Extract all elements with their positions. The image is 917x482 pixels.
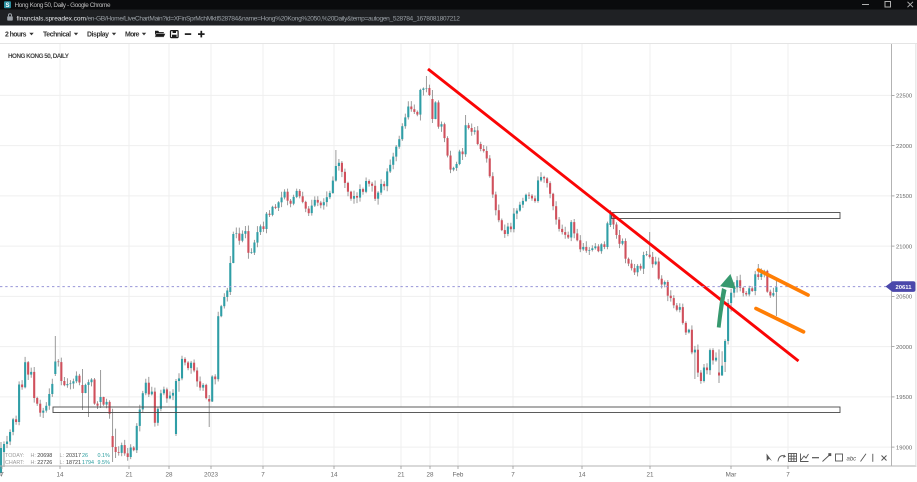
svg-text:20698: 20698 [37, 453, 52, 459]
svg-text:22726: 22726 [37, 460, 52, 466]
svg-text:18721: 18721 [66, 460, 81, 466]
svg-text:Mar: Mar [726, 472, 737, 479]
svg-text:H:: H: [31, 460, 36, 466]
svg-text:19000: 19000 [896, 445, 912, 451]
svg-text:CHART:: CHART: [5, 460, 24, 466]
svg-text:financials.spreadex.com/en-GB/: financials.spreadex.com/en-GB/Home/LiveC… [17, 15, 461, 22]
svg-text:2 hours: 2 hours [5, 32, 27, 39]
svg-text:1794: 1794 [82, 460, 94, 466]
svg-text:21500: 21500 [896, 194, 912, 200]
svg-text:26: 26 [82, 453, 88, 459]
svg-text:7: 7 [0, 472, 4, 479]
svg-text:7: 7 [786, 472, 790, 479]
svg-text:Technical: Technical [43, 32, 71, 39]
svg-text:7: 7 [261, 472, 265, 479]
svg-text:21: 21 [397, 472, 405, 479]
svg-text:20000: 20000 [896, 345, 912, 351]
svg-text:28: 28 [165, 472, 173, 479]
svg-text:Feb: Feb [453, 472, 464, 479]
svg-text:14: 14 [330, 472, 338, 479]
svg-text:21: 21 [125, 472, 133, 479]
svg-text:14: 14 [56, 472, 64, 479]
svg-text:19500: 19500 [896, 395, 912, 401]
svg-text:9.5%: 9.5% [98, 460, 110, 466]
svg-text:21000: 21000 [896, 244, 912, 250]
svg-text:22500: 22500 [896, 94, 912, 100]
svg-text:20317: 20317 [66, 453, 81, 459]
svg-text:7: 7 [511, 472, 515, 479]
svg-text:TODAY:: TODAY: [5, 453, 24, 459]
svg-text:L:: L: [60, 453, 65, 459]
svg-text:More: More [125, 32, 140, 39]
svg-text:2023: 2023 [204, 472, 219, 479]
svg-text:22000: 22000 [896, 144, 912, 150]
svg-text:Hong Kong 50, Daily - Google C: Hong Kong 50, Daily - Google Chrome [15, 2, 111, 9]
svg-text:14: 14 [578, 472, 586, 479]
svg-text:20500: 20500 [896, 295, 912, 301]
svg-text:21: 21 [646, 472, 654, 479]
svg-text:Display: Display [87, 32, 109, 39]
svg-text:HONG KONG 50, DAILY: HONG KONG 50, DAILY [8, 53, 70, 60]
svg-text:abc: abc [847, 457, 857, 463]
svg-text:28: 28 [426, 472, 434, 479]
svg-text:L:: L: [60, 460, 65, 466]
svg-text:H:: H: [31, 453, 36, 459]
svg-text:20611: 20611 [895, 285, 912, 291]
svg-text:S: S [5, 3, 9, 9]
svg-text:0.1%: 0.1% [98, 453, 110, 459]
